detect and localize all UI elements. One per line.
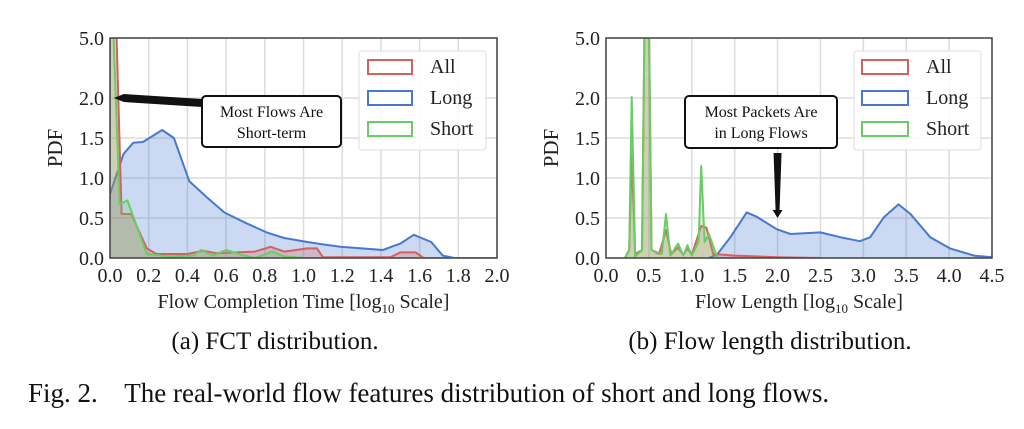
legend-label-all: All [926,56,952,78]
line-all [115,38,497,258]
x-axis-label-subscript: 10 [381,301,394,316]
y-tick-label: 5.0 [79,28,104,50]
legend-patch-all [367,59,413,75]
legend-patch-short [367,121,413,137]
plot-frame [109,37,498,259]
area-long [110,130,497,258]
series-group [624,38,992,258]
flow-length-distribution-chart: 0.0 0.5 1.0 1.5 2.0 2.5 3.0 3.5 4.0 4.5 0.0 0.5 1.0 1… [539,28,1005,316]
line-short [112,38,497,258]
legend-label-long: Long [430,87,472,109]
y-tick-label: 1.5 [79,128,104,150]
x-tick-label: 1.4 [368,265,393,287]
x-axis-label: Flow Completion Time [log10 Scale] [158,291,450,316]
x-tick-label: 0.5 [636,265,661,287]
x-tick-label: 1.0 [291,265,316,287]
area-long [708,204,992,258]
legend-label-short: Short [926,118,970,140]
annotation-text: Short-term [237,125,307,142]
y-tick-label: 0.0 [79,248,104,270]
subcaption-a: (a) FCT distribution. [171,328,379,355]
x-tick-label: 4.0 [937,265,962,287]
y-tick-label: 0.0 [575,248,600,270]
x-tick-label: 4.5 [980,265,1005,287]
y-tick-label: 1.5 [575,128,600,150]
legend-label-short: Short [430,118,474,140]
x-tick-label: 1.5 [722,265,747,287]
y-axis-label: PDF [43,129,67,168]
x-tick-label: 2.5 [808,265,833,287]
line-short [624,38,735,258]
annotation-text: in Long Flows [714,125,807,142]
x-tick-label: 0.6 [214,265,239,287]
annotation-arrow [772,153,783,218]
annotation-arrow [113,94,202,107]
y-tick-label: 2.0 [79,88,104,110]
x-tick-label: 0.2 [136,265,161,287]
area-short [624,38,735,258]
x-axis-label-tail: Scale] [394,291,449,313]
y-tick-label: 1.0 [575,168,600,190]
x-tick-label: 3.0 [851,265,876,287]
legend-patch-short [861,121,909,137]
x-axis-label-tail: Scale] [848,291,903,313]
annotation-text: Most Packets Are [705,104,818,121]
y-tick-label: 5.0 [575,28,600,50]
x-tick-label: 1.0 [679,265,704,287]
y-tick-label: 1.0 [79,168,104,190]
annotation-box [684,95,838,149]
legend-label-long: Long [926,87,968,109]
line-long [110,129,497,258]
y-tick-label: 0.5 [575,208,600,230]
fct-distribution-chart: 0.0 0.2 0.4 0.6 0.8 1.0 1.2 1.4 1.6 1.8 2.0 0.0 0.5 1… [43,28,510,316]
x-tick-label: 2.0 [485,265,510,287]
legend-label-all: All [430,56,456,78]
subcaption-b: (b) Flow length distribution. [628,328,912,355]
y-tick-label: 0.5 [79,208,104,230]
annotation-box [201,95,342,148]
figure-caption: Fig. 2. The real-world flow features dis… [28,378,830,408]
x-axis-label-main: Flow Completion Time [log [158,291,382,313]
x-axis-label: Flow Length [log10 Scale] [695,291,903,316]
plot-frame [605,37,993,259]
legend-patch-long [861,90,909,106]
x-tick-label: 0.4 [175,265,200,287]
x-tick-label: 2.0 [765,265,790,287]
x-tick-label: 1.2 [330,265,355,287]
x-tick-label: 3.5 [894,265,919,287]
x-tick-label: 0.0 [98,265,123,287]
y-tick-label: 2.0 [575,88,600,110]
legend-patch-all [861,59,909,75]
x-axis-label-main: Flow Length [log [695,291,835,313]
x-axis-label-subscript: 10 [835,301,848,316]
legend-patch-long [367,90,413,106]
line-long [708,203,992,258]
x-tick-label: 0.0 [594,265,619,287]
series-group [110,38,497,258]
annotation-text: Most Flows Are [220,104,323,121]
x-tick-label: 0.8 [252,265,277,287]
y-axis-label: PDF [539,129,563,168]
x-tick-label: 1.8 [446,265,471,287]
x-tick-label: 1.6 [407,265,432,287]
